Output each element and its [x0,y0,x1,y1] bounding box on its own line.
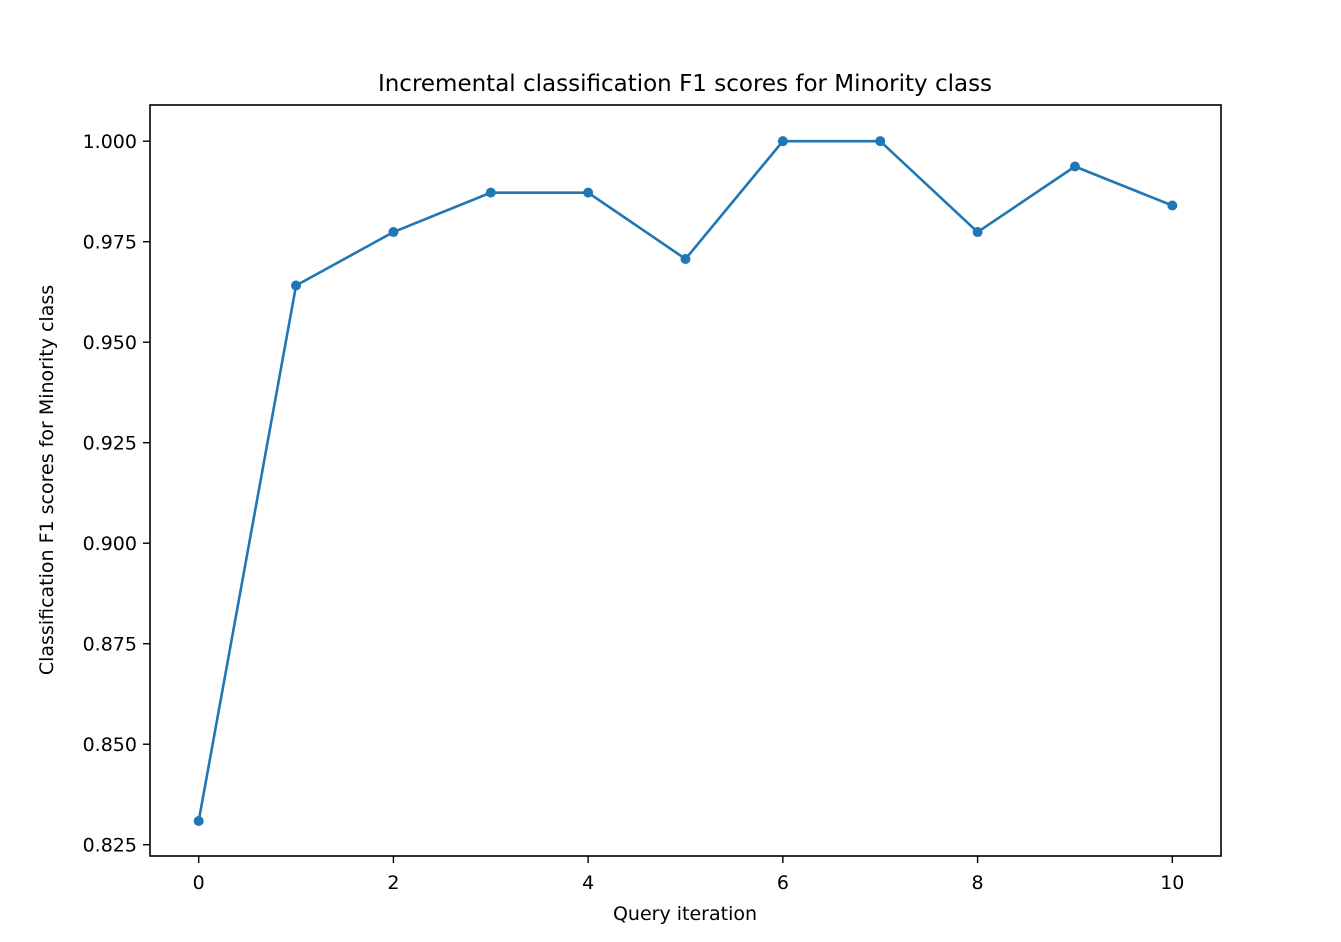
chart-title: Incremental classification F1 scores for… [378,71,992,97]
y-tick-label: 0.925 [83,433,137,455]
y-axis-label: Classification F1 scores for Minority cl… [36,285,58,675]
x-tick-label: 2 [387,872,399,894]
x-tick-label: 0 [193,872,205,894]
x-tick-label: 6 [777,872,789,894]
y-tick-label: 0.975 [83,232,137,254]
data-point [972,227,983,238]
y-tick-label: 0.825 [83,835,137,857]
plot-marks [193,136,1178,827]
x-tick-label: 10 [1160,872,1184,894]
series-line [197,139,1175,823]
axis-ticks: 0 2 4 6 8 10 0.825 0.850 0.875 0.900 0.925 0.950 0.9… [83,131,1185,894]
y-tick-label: 0.900 [83,533,137,555]
data-point [777,136,788,147]
data-point [1167,200,1178,211]
y-tick-label: 0.875 [83,634,137,656]
y-tick-label: 0.850 [83,734,137,756]
data-point [875,136,886,147]
x-tick-label: 4 [582,872,594,894]
axes-frame [149,104,1222,857]
x-tick-label: 8 [972,872,984,894]
x-axis-label: Query iteration [613,903,757,925]
data-point [388,227,399,238]
y-tick-label: 0.950 [83,332,137,354]
data-point [291,280,302,291]
data-point [680,253,691,264]
data-point [485,187,496,198]
data-point [193,816,204,827]
data-point [1069,161,1080,172]
y-tick-label: 1.000 [83,131,137,153]
data-point [583,187,594,198]
